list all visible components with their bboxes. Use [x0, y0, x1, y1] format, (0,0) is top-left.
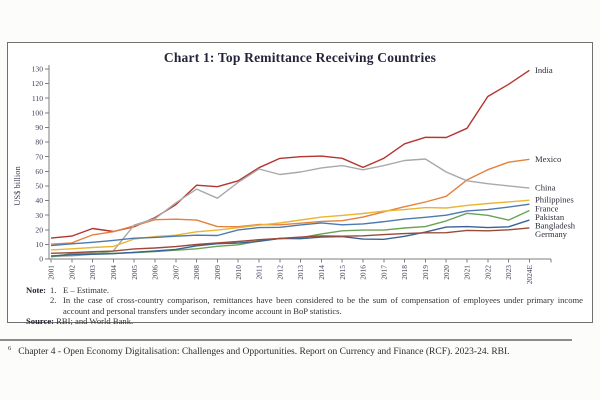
series-label-germany: Germany	[535, 229, 568, 239]
y-tick-label: 30	[35, 211, 43, 220]
x-tick-label: 2015	[338, 265, 347, 280]
y-tick-label: 50	[35, 182, 43, 191]
y-tick-label: 10	[35, 240, 43, 249]
y-tick-label: 60	[35, 167, 43, 176]
note-1-text: E – Estimate.	[63, 285, 110, 295]
y-tick-label: 90	[35, 123, 43, 132]
y-tick-label: 80	[35, 138, 43, 147]
source-label: Source:	[26, 316, 55, 327]
x-tick-label: 2004	[109, 265, 118, 280]
x-tick-label: 2005	[130, 265, 139, 280]
x-tick-label: 2003	[88, 265, 97, 280]
x-tick-label: 2007	[171, 265, 180, 280]
series-label-india: India	[535, 65, 553, 75]
y-tick-label: 120	[32, 79, 44, 88]
series-label-mexico: Mexico	[535, 154, 561, 164]
x-tick-label: 2013	[296, 265, 305, 280]
series-line-germany	[50, 227, 530, 254]
series-line-mexico	[50, 158, 530, 245]
y-tick-label: 40	[35, 196, 43, 205]
page-footnote: 6 Chapter 4 - Open Economy Digitalisation…	[8, 345, 588, 357]
note-label: Note:	[26, 285, 47, 295]
x-tick-label: 2019	[421, 265, 430, 280]
footnote-separator	[0, 339, 572, 341]
footnote-text: Chapter 4 - Open Economy Digitalisation:…	[18, 347, 510, 358]
series-line-bangladesh	[50, 219, 530, 257]
x-tick-label: 2006	[151, 265, 160, 280]
note-2-text: In the case of cross-country comparison,…	[63, 295, 583, 316]
chart-notes: Note: 1. E – Estimate. 2. In the case of…	[26, 285, 583, 327]
remittance-line-chart: 0 10 20 30 40 50 60 70 80 90 100 110 120 130 2001 2002 2…	[32, 65, 576, 285]
x-tick-label: 2001	[47, 265, 56, 280]
series-line-china	[50, 158, 530, 258]
x-tick-label: 2022	[483, 265, 492, 280]
series-label-china: China	[535, 183, 556, 193]
series-line-philippines	[50, 199, 530, 251]
chart-figure-panel: Chart 1: Top Remittance Receiving Countr…	[7, 42, 593, 326]
note-1-number: 1.	[50, 285, 57, 295]
x-tick-label: 2002	[67, 265, 76, 280]
series-label-philippines: Philippines	[535, 195, 574, 205]
footnote-marker: 6	[8, 345, 12, 352]
x-tick-label: 2014	[317, 265, 326, 280]
chart-title: Chart 1: Top Remittance Receiving Countr…	[163, 50, 437, 65]
y-tick-label: 0	[39, 255, 43, 264]
x-tick-label: 2023	[504, 265, 513, 280]
x-tick-label: 2009	[213, 265, 222, 280]
x-tick-label: 2024E	[525, 265, 534, 285]
series-line-france	[50, 203, 530, 247]
x-tick-label: 2008	[192, 265, 201, 280]
y-tick-label: 130	[32, 65, 44, 74]
x-tick-label: 2018	[400, 265, 409, 280]
y-tick-label: 20	[35, 225, 43, 234]
x-tick-label: 2012	[275, 265, 284, 280]
x-tick-label: 2021	[463, 265, 472, 280]
x-tick-label: 2017	[379, 265, 388, 280]
x-tick-label: 2016	[359, 265, 368, 280]
y-tick-label: 100	[32, 108, 44, 117]
series-label-pakistan: Pakistan	[535, 212, 565, 222]
x-tick-label: 2010	[234, 265, 243, 280]
series-label-bangladesh: Bangladesh	[535, 221, 576, 231]
series-label-france: France	[535, 203, 559, 213]
note-2-number: 2.	[50, 295, 57, 306]
x-tick-label: 2020	[442, 265, 451, 280]
x-tick-label: 2011	[255, 265, 264, 280]
y-tick-label: 110	[32, 94, 43, 103]
source-text: RBI; and World Bank.	[56, 316, 134, 327]
y-tick-label: 70	[35, 152, 43, 161]
